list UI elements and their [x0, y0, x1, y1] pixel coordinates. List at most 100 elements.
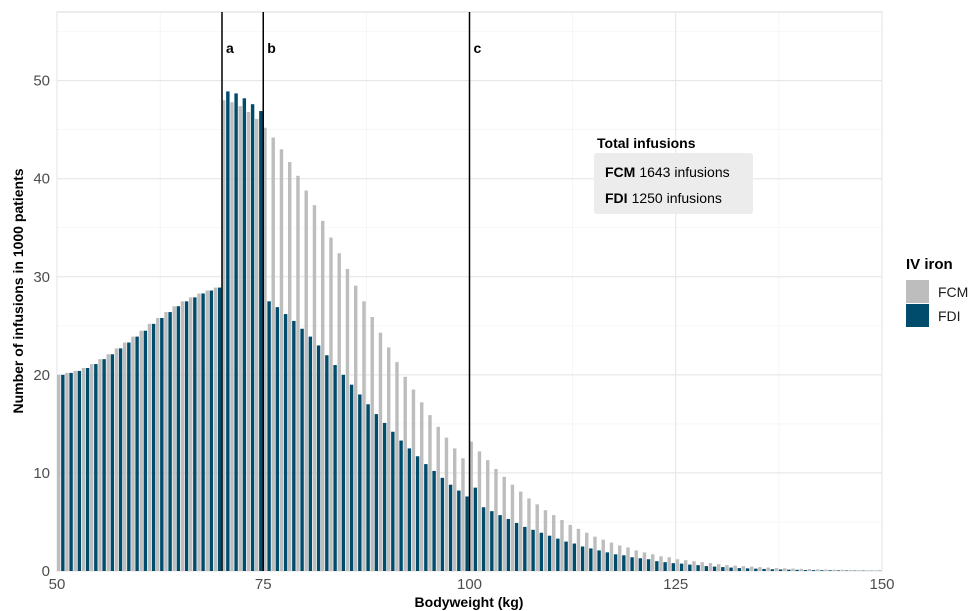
y-tick-label: 40	[33, 171, 50, 188]
bar-fdi	[787, 569, 791, 571]
bar-fdi	[399, 440, 403, 571]
bar-fcm	[469, 441, 473, 571]
y-tick-label: 50	[33, 73, 50, 90]
bar-fdi	[127, 342, 131, 571]
bar-fdi	[564, 541, 568, 571]
bar-fcm	[684, 560, 688, 571]
bar-fcm	[576, 528, 581, 571]
bar-fdi	[151, 323, 156, 571]
bar-fcm	[766, 567, 770, 571]
bar-fcm	[601, 539, 605, 571]
y-axis-ticks: 0 10 20 30 40 50	[33, 73, 50, 580]
bar-fcm	[411, 389, 416, 571]
bar-fcm	[758, 567, 762, 571]
bar-fcm	[824, 569, 828, 571]
bar-fdi	[143, 330, 148, 571]
bar-fcm	[205, 290, 209, 571]
bar-fdi	[209, 290, 214, 571]
bar-fdi	[836, 570, 841, 571]
bar-fcm	[156, 317, 160, 571]
bar-fcm	[420, 402, 424, 571]
bar-fdi	[424, 464, 428, 571]
bar-fcm	[403, 376, 407, 571]
vline-label-b: b	[267, 40, 276, 56]
bar-fdi	[490, 511, 494, 571]
bar-fdi	[630, 557, 634, 571]
bar-fdi	[729, 567, 733, 571]
total-infusions-annotation: Total infusions FCM 1643 infusions FDI 125…	[594, 135, 753, 214]
bar-fdi	[597, 550, 601, 571]
bar-fdi	[391, 431, 395, 571]
bar-fcm	[279, 149, 284, 572]
bar-fcm	[692, 561, 696, 571]
bar-fdi	[300, 328, 304, 571]
bar-fcm	[370, 317, 374, 571]
bar-fdi	[646, 559, 651, 571]
bar-fdi	[745, 568, 750, 571]
bar-fcm	[486, 460, 490, 571]
bar-fcm	[552, 515, 556, 571]
legend-swatch-fcm	[906, 280, 929, 303]
bar-fcm	[238, 106, 242, 572]
bar-fcm	[90, 364, 94, 571]
bar-fcm	[172, 306, 176, 571]
legend: IV iron FCM FDI	[906, 256, 968, 327]
bar-fdi	[679, 563, 684, 571]
bar-fcm	[642, 552, 647, 571]
annotation-row-fdi: FDI 1250 infusions	[605, 190, 722, 206]
bar-fdi	[160, 317, 164, 571]
bar-fcm	[774, 568, 779, 571]
bar-fcm	[717, 564, 721, 571]
bar-fdi	[828, 570, 832, 571]
bar-fcm	[255, 118, 259, 572]
bar-fcm	[436, 426, 440, 571]
bar-fcm	[321, 220, 325, 571]
bar-fdi	[638, 558, 643, 571]
bar-fdi	[316, 345, 321, 571]
bar-fdi	[432, 470, 436, 571]
bar-fdi	[110, 354, 115, 571]
bar-fcm	[461, 458, 465, 571]
bar-fcm	[708, 563, 713, 571]
bar-fdi	[820, 570, 824, 571]
bar-fcm	[73, 370, 77, 571]
vline-label-c: c	[474, 40, 482, 56]
bar-fdi	[622, 555, 626, 571]
bar-fdi	[580, 546, 585, 571]
bar-fcm	[189, 297, 193, 571]
legend-title: IV iron	[906, 256, 953, 273]
annotation-fcm-text: 1643 infusions	[639, 164, 729, 180]
legend-label-fdi: FDI	[938, 308, 961, 324]
reference-lines: a b c	[221, 12, 482, 571]
bar-fcm	[81, 367, 86, 571]
bar-fdi	[696, 565, 700, 571]
bar-fdi	[193, 297, 197, 571]
bar-fdi	[201, 293, 205, 571]
bar-fcm	[849, 570, 853, 571]
bar-fdi	[523, 526, 527, 571]
x-axis-title: Bodyweight (kg)	[415, 594, 524, 610]
bar-fcm	[114, 348, 119, 571]
bar-fcm	[230, 102, 234, 571]
bar-fdi	[85, 367, 90, 571]
bar-fdi	[61, 374, 65, 571]
bar-fcm	[618, 545, 622, 571]
annotation-row-fcm: FCM 1643 infusions	[605, 164, 730, 180]
bar-fdi	[778, 569, 783, 571]
bar-fcm	[659, 556, 663, 571]
bar-fcm	[395, 362, 399, 571]
annotation-fcm-name: FCM	[605, 164, 635, 180]
bar-fdi	[366, 404, 370, 571]
bar-fdi	[547, 535, 552, 571]
bar-fdi	[325, 355, 329, 571]
bar-fcm	[139, 330, 143, 571]
bar-fcm	[857, 570, 861, 571]
bar-fdi	[803, 570, 808, 571]
bar-fdi	[184, 301, 189, 571]
bar-fcm	[180, 301, 185, 571]
bar-fcm	[354, 285, 358, 571]
bar-fcm	[197, 293, 201, 571]
bar-fcm	[444, 437, 449, 571]
bar-fdi	[407, 448, 412, 571]
bar-fdi	[267, 301, 271, 571]
